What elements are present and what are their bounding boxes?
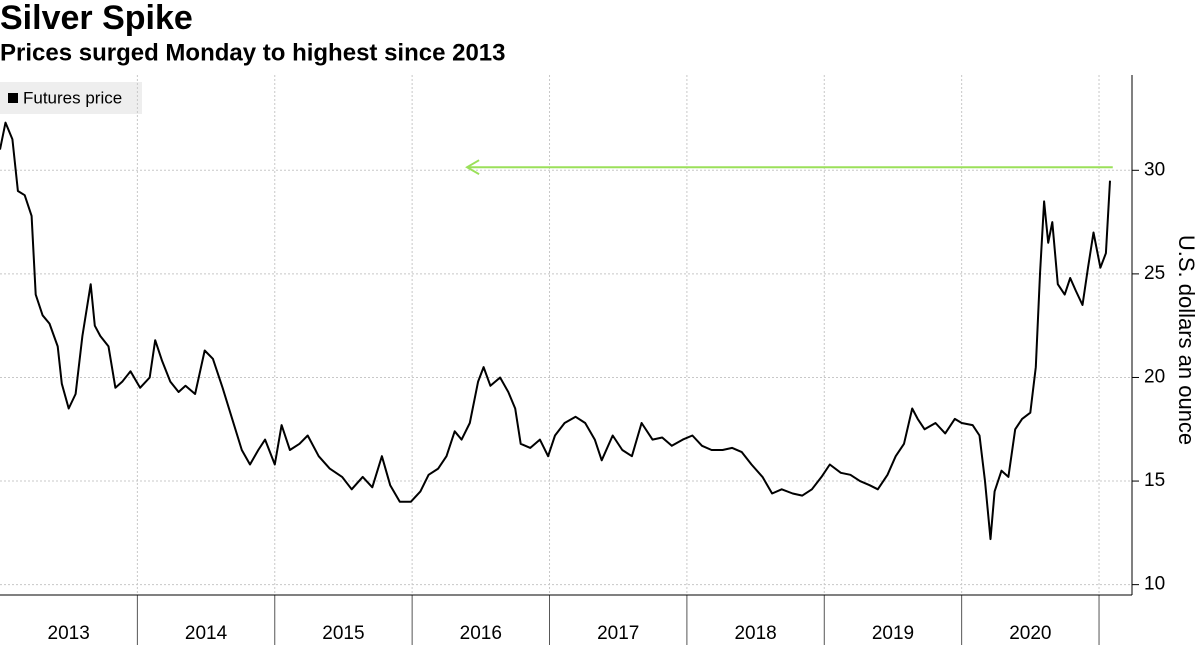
y-tick-label: 15 [1144,470,1165,491]
x-tick-label: 2017 [597,623,639,644]
price-line [0,121,1111,541]
y-tick-label: 20 [1144,366,1165,387]
x-tick-label: 2015 [322,623,364,644]
legend-box [0,82,142,114]
legend-label: Futures price [23,88,122,107]
y-tick-label: 10 [1144,574,1165,595]
x-tick-label: 2018 [734,623,776,644]
x-tick-label: 2016 [460,623,502,644]
x-tick-label: 2014 [185,623,228,644]
legend-swatch [8,93,18,103]
x-tick-label: 2020 [1009,623,1051,644]
y-tick-label: 25 [1144,263,1165,284]
x-tick-label: 2019 [872,623,914,644]
arrow-head [465,159,480,176]
chart-title: Silver Spike [0,0,193,37]
chart-subtitle: Prices surged Monday to highest since 20… [0,39,506,66]
x-tick-label: 2013 [48,623,90,644]
y-axis-title: U.S. dollars an ounce [1174,235,1199,445]
y-tick-label: 30 [1144,159,1165,180]
